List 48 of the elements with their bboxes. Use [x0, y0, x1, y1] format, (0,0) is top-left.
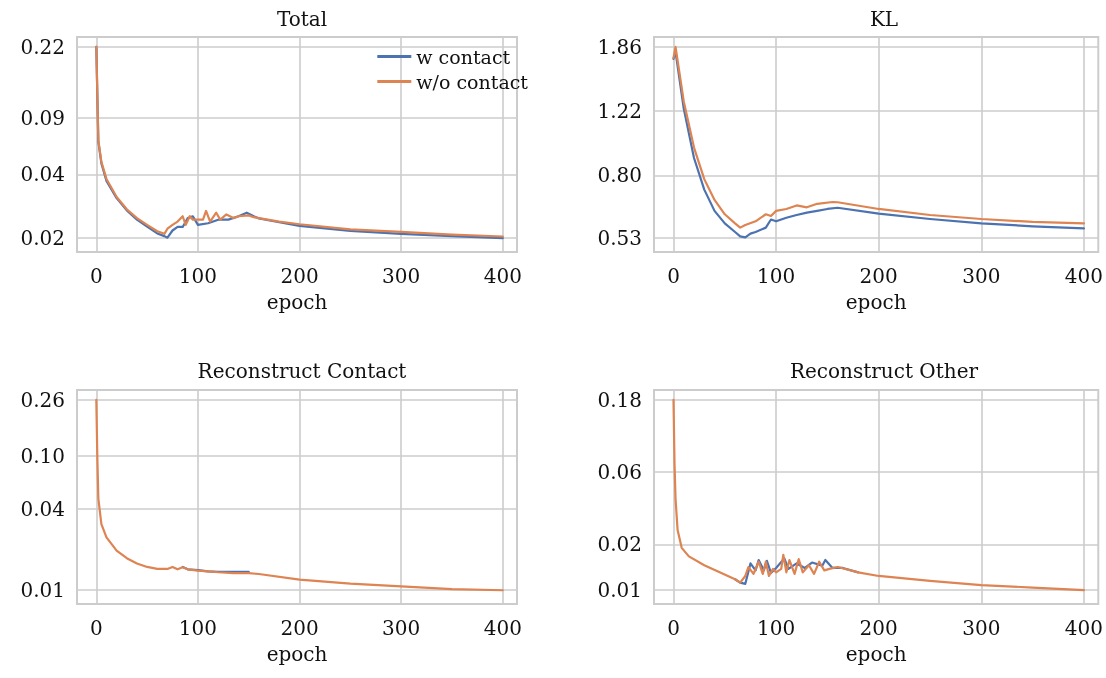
y-tick-label: 0.80 [597, 163, 642, 188]
x-tick-label: 0 [667, 616, 680, 640]
x-tick-label: 100 [757, 264, 796, 288]
x-tick-label: 100 [178, 616, 218, 640]
y-tick-label: 0.06 [597, 460, 642, 485]
y-tick-label: 1.22 [597, 98, 642, 123]
x-tick-label: 0 [667, 264, 680, 288]
line-series [95, 398, 504, 592]
chart-title: Total [276, 7, 328, 31]
x-tick-label: 400 [1064, 616, 1104, 640]
x-tick-label: 200 [280, 616, 319, 640]
y-tick-label: 0.01 [20, 578, 65, 603]
y-tick-label: 0.18 [597, 387, 642, 412]
x-tick-label: 400 [1064, 264, 1104, 288]
x-tick-label: 0 [89, 616, 103, 640]
y-tick-label: 0.02 [20, 226, 65, 251]
y-tick-label: 0.26 [20, 387, 65, 412]
y-tick-label: 0.53 [597, 225, 642, 250]
x-tick-label: 300 [962, 264, 1001, 288]
y-tick-label: 0.22 [20, 34, 65, 59]
x-tick-label: 300 [382, 616, 421, 640]
x-axis-title: epoch [845, 642, 907, 666]
line-series [672, 398, 1086, 592]
y-tick-label: 0.02 [597, 532, 642, 557]
x-tick-label: 300 [382, 264, 421, 288]
x-tick-label: 400 [483, 616, 522, 640]
x-tick-label: 300 [962, 616, 1001, 640]
chart-title: Reconstruct Contact [197, 359, 407, 383]
x-axis-title: epoch [266, 642, 328, 666]
x-tick-label: 200 [859, 616, 898, 640]
y-tick-label: 0.04 [20, 497, 65, 522]
chart-title: Reconstruct Other [789, 359, 979, 383]
x-axis-title: epoch [266, 290, 328, 314]
x-tick-label: 200 [859, 264, 898, 288]
y-tick-label: 1.86 [597, 34, 642, 59]
y-tick-label: 0.10 [20, 443, 65, 468]
y-tick-label: 0.04 [20, 162, 65, 187]
x-tick-label: 100 [757, 616, 796, 640]
x-tick-label: 0 [89, 264, 103, 288]
x-tick-label: 400 [483, 264, 522, 288]
x-tick-label: 200 [280, 264, 319, 288]
chart-title: KL [869, 7, 899, 31]
x-tick-label: 100 [178, 264, 218, 288]
x-axis-title: epoch [845, 290, 907, 314]
y-tick-label: 0.01 [597, 578, 642, 603]
y-tick-label: 0.09 [20, 106, 65, 131]
legend-label: w/o contact [416, 70, 529, 93]
legend-label: w contact [416, 45, 511, 68]
